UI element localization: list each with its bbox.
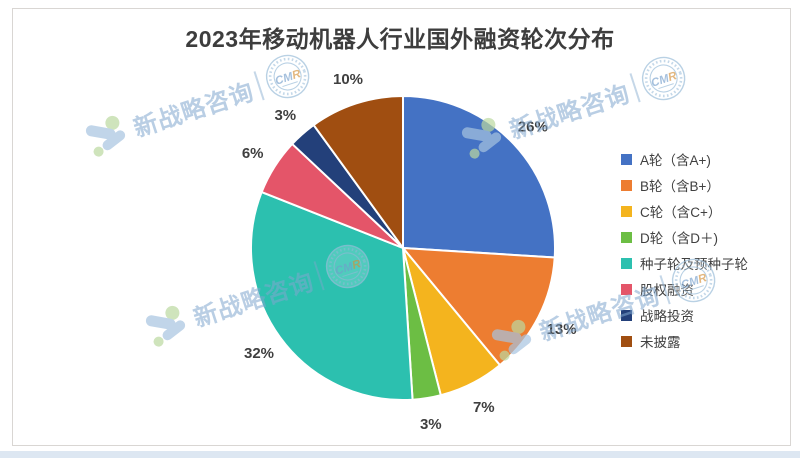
page-below-strip — [0, 451, 800, 458]
legend-item-6: 战略投资 — [621, 302, 748, 328]
pie-data-label-4: 32% — [244, 345, 274, 362]
pie-data-label-7: 10% — [333, 71, 363, 88]
legend-label: A轮（含A+) — [640, 153, 711, 168]
chart-legend: A轮（含A+) B轮（含B+） C轮（含C+） D轮（含D＋) 种子轮及预种子轮 股权融资… — [621, 146, 748, 354]
legend-swatch-icon — [621, 283, 632, 295]
legend-item-2: C轮（含C+） — [621, 198, 748, 224]
pie-data-label-2: 7% — [473, 399, 495, 416]
legend-item-7: 未披露 — [621, 328, 748, 354]
legend-item-5: 股权融资 — [621, 276, 748, 302]
legend-swatch-icon — [621, 335, 632, 347]
legend-swatch-icon — [621, 153, 632, 165]
legend-label: 种子轮及预种子轮 — [640, 257, 748, 272]
legend-item-0: A轮（含A+) — [621, 146, 748, 172]
chart-title: 2023年移动机器人行业国外融资轮次分布 — [185, 26, 615, 52]
legend-label: 战略投资 — [640, 309, 694, 324]
pie-data-label-1: 13% — [547, 321, 577, 338]
legend-swatch-icon — [621, 309, 632, 321]
legend-swatch-icon — [621, 179, 632, 191]
legend-label: 未披露 — [640, 335, 681, 350]
legend-item-3: D轮（含D＋) — [621, 224, 748, 250]
legend-swatch-icon — [621, 205, 632, 217]
legend-swatch-icon — [621, 231, 632, 243]
legend-item-1: B轮（含B+） — [621, 172, 748, 198]
legend-label: B轮（含B+） — [640, 179, 720, 194]
pie-slice-4 — [250, 191, 414, 401]
legend-swatch-icon — [621, 257, 632, 269]
pie-data-label-0: 26% — [518, 118, 548, 135]
pie-data-label-5: 6% — [242, 145, 264, 162]
legend-label: 股权融资 — [640, 283, 694, 298]
pie-slice-0 — [402, 95, 556, 259]
pie-data-label-3: 3% — [420, 416, 442, 433]
pie-data-label-6: 3% — [274, 107, 296, 124]
legend-label: C轮（含C+） — [640, 205, 722, 220]
legend-label: D轮（含D＋) — [640, 231, 718, 246]
pie-slice-7 — [312, 95, 404, 249]
legend-item-4: 种子轮及预种子轮 — [621, 250, 748, 276]
